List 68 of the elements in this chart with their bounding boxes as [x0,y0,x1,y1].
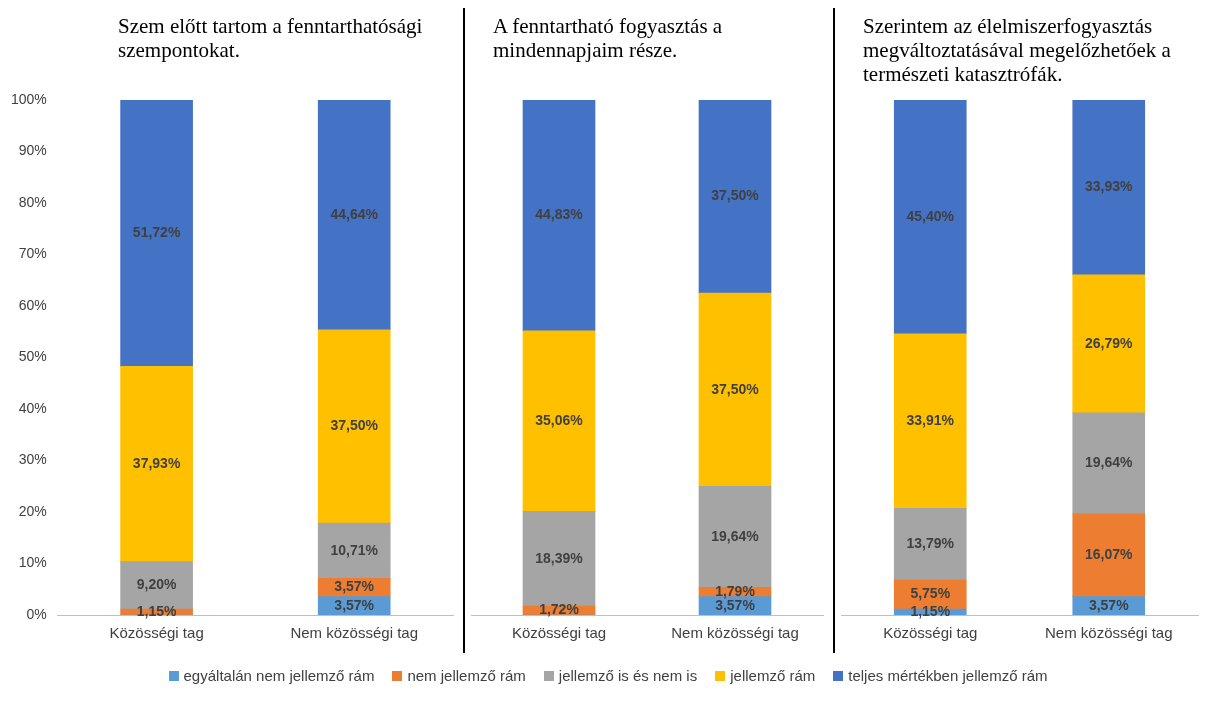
data-label: 33,91% [906,411,955,428]
data-label: 19,64% [711,527,760,544]
legend-label: nem jellemző rám [407,667,526,684]
data-label: 51,72% [132,224,181,241]
data-label: 9,20% [136,576,177,593]
x-tick-label: Közösségi tag [511,624,607,642]
bar [522,330,596,512]
data-label: 45,40% [906,207,955,224]
chart-title: Szerintem az élelmiszerfogyasztás megváltoztatásával megelőzhetőek a természeti katasztrófák. [862,13,1172,88]
legend-label: egyáltalán nem jellemző rám [183,667,375,684]
x-tick-label: Nem közösségi tag [671,624,799,642]
data-label: 1,15% [136,602,177,619]
data-label: 37,93% [132,454,181,471]
y-tick-label: 70% [18,245,47,262]
data-label: 16,07% [1085,546,1134,563]
bar [1072,274,1146,414]
data-label: 1,79% [715,582,756,599]
y-tick-label: 100% [10,90,47,107]
data-label: 26,79% [1085,334,1134,351]
y-tick-label: 30% [18,451,47,468]
data-label: 18,39% [535,549,584,566]
chart-title: Szem előtt tartom a fenntarthatósági szempontokat. [117,13,424,64]
data-label: 3,57% [334,578,375,595]
bar [893,100,967,335]
data-label: 3,57% [334,596,375,613]
x-tick-label: Nem közösségi tag [1044,624,1173,642]
data-label: 44,83% [535,206,584,223]
chart-title: A fenntartható fogyasztás a mindennapjaim része. [492,13,724,64]
bar [698,292,772,487]
data-label: 37,50% [711,187,760,204]
bar [893,333,967,509]
data-label: 13,79% [906,534,955,551]
bar [317,100,391,331]
bar [1072,412,1146,515]
legend-label: teljes mértékben jellemző rám [848,667,1048,684]
data-label: 35,06% [535,412,584,429]
x-tick-label: Közösségi tag [883,624,978,642]
data-label: 37,50% [711,380,760,397]
y-tick-label: 50% [18,348,47,365]
x-tick-label: Nem közösségi tag [290,624,418,642]
y-tick-label: 40% [18,399,47,416]
bar [1072,513,1146,597]
bar [698,100,772,294]
data-label: 44,64% [330,205,379,222]
legend-label: jellemző rám [730,667,816,684]
data-label: 5,75% [910,585,951,602]
bar [893,508,967,580]
legend-label: jellemző is és nem is [558,667,698,684]
data-label: 10,71% [330,541,379,558]
y-tick-label: 90% [18,142,47,159]
x-tick-label: Közösségi tag [109,624,204,642]
bar [522,100,596,332]
bar [317,329,391,524]
bar [698,485,772,588]
y-tick-label: 60% [18,296,47,313]
data-label: 37,50% [330,417,379,434]
data-label: 19,64% [1085,454,1134,471]
bar [1072,100,1146,276]
y-tick-label: 10% [18,554,47,571]
y-tick-label: 20% [18,502,47,519]
y-tick-label: 80% [18,193,47,210]
bar [120,366,193,563]
y-tick-label: 0% [26,605,47,622]
bar [120,100,193,367]
data-label: 3,57% [1088,596,1130,613]
bar [317,522,391,579]
data-label: 33,93% [1085,178,1134,195]
data-label: 1,72% [539,601,580,618]
